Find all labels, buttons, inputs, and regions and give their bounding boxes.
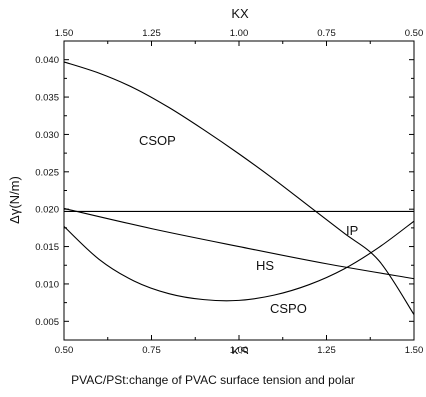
series-line-cspo — [63, 220, 415, 302]
y-tick-label: 0.030 — [35, 130, 59, 141]
x2-tick-label: 0.50 — [405, 28, 424, 39]
y-tick-label: 0.020 — [35, 205, 59, 216]
plot-frame — [63, 40, 415, 341]
x2-tick-label: 0.75 — [317, 28, 336, 39]
x-tick-label: 0.50 — [55, 345, 74, 354]
series-line-hs — [63, 207, 415, 280]
line-chart: KX KS Δγ(N/m) 0.50 0.75 1.00 1.25 1.50 1.50 1.… — [7, 6, 424, 354]
top-axis-title: KX — [231, 6, 249, 21]
y-tick-label: 0.015 — [35, 242, 59, 253]
y-tick-label: 0.040 — [35, 55, 59, 66]
x2-tick-label: 1.50 — [55, 28, 74, 39]
y-axis-title: Δγ(N/m) — [7, 176, 22, 224]
x-tick-label: 0.75 — [142, 345, 161, 354]
label-hs: HS — [256, 258, 274, 273]
y-tick-label: 0.005 — [35, 317, 59, 328]
x-tick-label: 1.00 — [230, 345, 249, 354]
label-ip: IP — [346, 223, 358, 238]
x2-tick-label: 1.25 — [142, 28, 161, 39]
y-tick-label: 0.010 — [35, 279, 59, 290]
x-tick-label: 1.50 — [405, 345, 424, 354]
series-line-csop — [63, 61, 415, 315]
y-tick-label: 0.025 — [35, 167, 59, 178]
label-csop: CSOP — [139, 133, 176, 148]
y-tick-label: 0.035 — [35, 93, 59, 104]
x2-tick-label: 1.00 — [230, 28, 249, 39]
x-axis-title: KS — [231, 344, 249, 354]
x-tick-label: 1.25 — [317, 345, 336, 354]
label-cspo: CSPO — [270, 301, 307, 316]
figure-caption: PVAC/PSt:change of PVAC surface tension … — [71, 373, 355, 387]
